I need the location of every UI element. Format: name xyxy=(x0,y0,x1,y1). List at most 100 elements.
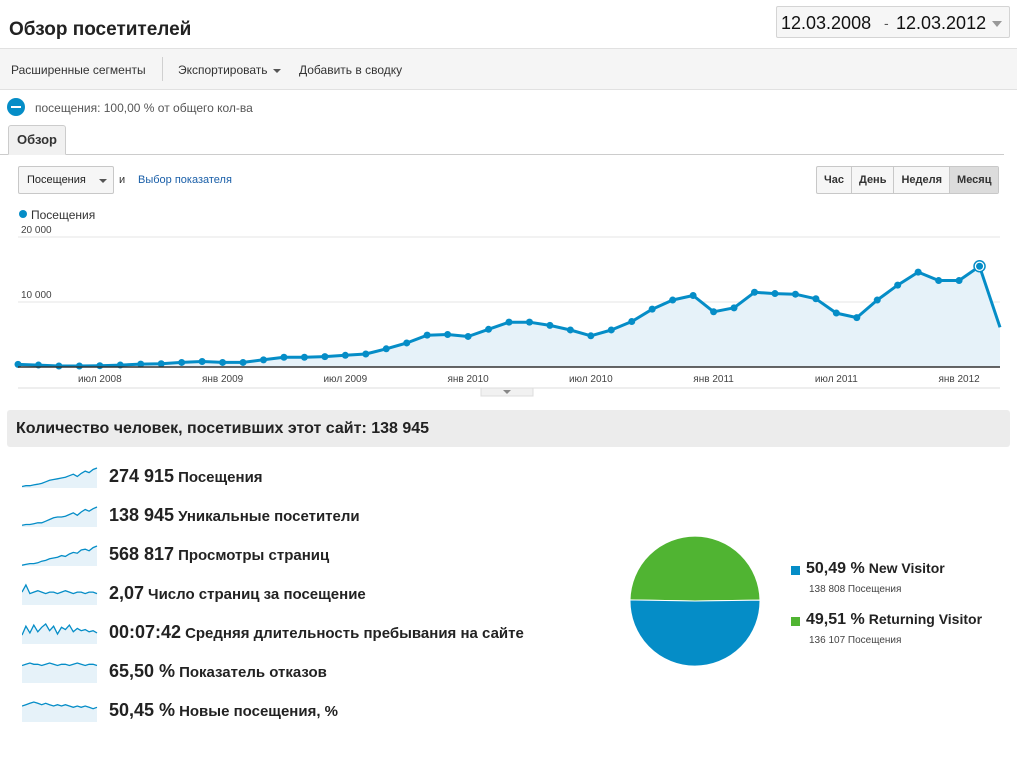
sparkline[interactable] xyxy=(22,466,98,490)
data-point[interactable] xyxy=(403,339,411,347)
pie-slice-returning[interactable] xyxy=(629,535,761,602)
data-point[interactable] xyxy=(648,305,656,313)
sparkline[interactable] xyxy=(22,544,98,568)
data-point[interactable] xyxy=(321,353,329,361)
pie-slice-new[interactable] xyxy=(629,599,761,667)
visits-chart[interactable]: 20 000 10 000 июл 2008 янв 2009 июл 2009 янв … xyxy=(0,222,1017,402)
page-title: Обзор посетителей xyxy=(9,19,192,40)
add-to-dashboard-button[interactable]: Добавить в сводку xyxy=(299,63,403,77)
sparkline[interactable] xyxy=(22,661,98,685)
data-point[interactable] xyxy=(771,290,779,298)
pick-metric-link[interactable]: Выбор показателя xyxy=(138,174,232,186)
legend-series-label: Посещения xyxy=(31,208,96,222)
date-range-picker[interactable]: 12.03.2008 - 12.03.2012 xyxy=(776,6,1010,38)
sparkline-area xyxy=(22,468,97,488)
data-point[interactable] xyxy=(710,308,718,316)
metric-value: 00:07:42 Средняя длительность пребывания … xyxy=(109,622,524,642)
data-point[interactable] xyxy=(853,314,861,322)
data-point[interactable] xyxy=(362,350,370,358)
data-point[interactable] xyxy=(464,332,472,340)
x-tick-label: июл 2010 xyxy=(569,374,613,385)
data-point[interactable] xyxy=(628,318,636,325)
x-tick-label: янв 2012 xyxy=(938,374,980,385)
metric-value: 2,07 Число страниц за посещение xyxy=(109,583,366,603)
data-point[interactable] xyxy=(178,358,186,366)
data-point[interactable] xyxy=(14,360,22,368)
data-point[interactable] xyxy=(914,268,922,276)
chart-legend: Посещения xyxy=(19,208,95,222)
date-separator: - xyxy=(884,15,889,31)
data-point[interactable] xyxy=(485,325,493,333)
sparkline[interactable] xyxy=(22,505,98,529)
data-point[interactable] xyxy=(137,360,145,368)
metric-name: Посещения xyxy=(178,469,263,486)
period-selector: Час День Неделя Месяц xyxy=(816,166,1000,194)
data-point[interactable] xyxy=(894,281,902,289)
sparkline-line xyxy=(22,583,98,595)
data-point[interactable] xyxy=(423,331,431,339)
data-point[interactable] xyxy=(832,309,840,317)
date-start: 12.03.2008 xyxy=(781,13,872,33)
period-hour-button[interactable]: Час xyxy=(817,167,852,193)
metric-row: 274 915 Посещения xyxy=(22,466,602,490)
export-button[interactable]: Экспортировать xyxy=(178,63,281,77)
data-point[interactable] xyxy=(260,356,267,364)
data-point[interactable] xyxy=(812,295,820,303)
chevron-down-icon[interactable] xyxy=(992,21,1002,27)
sparkline-area xyxy=(22,663,97,683)
data-point[interactable] xyxy=(689,292,697,299)
data-point[interactable] xyxy=(730,304,738,312)
data-point[interactable] xyxy=(607,326,615,334)
sparkline-line xyxy=(22,623,98,636)
tab-overview[interactable]: Обзор xyxy=(8,125,66,155)
data-point[interactable] xyxy=(300,353,308,361)
metric-name: Новые посещения, % xyxy=(179,703,339,720)
metric-select[interactable]: Посещения xyxy=(18,166,114,194)
visitor-type-pie-chart[interactable] xyxy=(628,534,762,668)
period-day-button[interactable]: День xyxy=(852,167,895,193)
data-point[interactable] xyxy=(587,332,595,340)
metric-value: 568 817 Просмотры страниц xyxy=(109,544,330,564)
data-point[interactable] xyxy=(239,358,247,366)
summary-header: Количество человек, посетивших этот сайт… xyxy=(7,410,1010,447)
data-point[interactable] xyxy=(96,362,104,370)
returning-visitor-visits: 136 107 Посещения xyxy=(809,635,902,646)
returning-visitor-pct: 49,51 % Returning Visitor xyxy=(806,611,983,628)
sparkline[interactable] xyxy=(22,700,98,724)
data-point[interactable] xyxy=(280,353,288,361)
returning-visitor-swatch-icon xyxy=(791,617,800,626)
data-point[interactable] xyxy=(444,331,452,338)
data-point[interactable] xyxy=(219,358,227,366)
y-tick-label: 20 000 xyxy=(21,225,52,236)
data-point[interactable] xyxy=(791,290,799,298)
data-point[interactable] xyxy=(873,296,881,304)
advanced-segments-button[interactable]: Расширенные сегменты xyxy=(11,63,146,77)
period-month-button[interactable]: Месяц xyxy=(950,167,999,193)
sparkline[interactable] xyxy=(22,583,98,607)
data-point[interactable] xyxy=(55,362,63,370)
metric-value: 138 945 Уникальные посетители xyxy=(109,505,360,525)
data-point[interactable] xyxy=(157,360,165,368)
data-point[interactable] xyxy=(751,288,758,296)
data-point[interactable] xyxy=(505,318,513,326)
data-point[interactable] xyxy=(341,351,349,359)
data-point[interactable] xyxy=(566,326,574,334)
data-point[interactable] xyxy=(955,277,963,285)
metric-row: 138 945 Уникальные посетители xyxy=(22,505,602,529)
data-point[interactable] xyxy=(935,277,943,285)
summary-title: Количество человек, посетивших этот сайт… xyxy=(16,420,430,437)
data-point[interactable] xyxy=(75,362,83,370)
data-point[interactable] xyxy=(669,296,677,304)
sparkline[interactable] xyxy=(22,622,98,646)
toolbar-divider xyxy=(162,57,163,81)
segment-icon xyxy=(7,98,25,116)
data-point[interactable] xyxy=(198,357,206,365)
data-point[interactable] xyxy=(546,321,554,329)
toolbar: Расширенные сегменты Экспортировать Доба… xyxy=(0,48,1017,90)
metric-value: 50,45 % Новые посещения, % xyxy=(109,700,339,720)
data-point[interactable] xyxy=(525,318,533,326)
data-point[interactable] xyxy=(382,345,390,353)
period-week-button[interactable]: Неделя xyxy=(894,167,951,193)
sparkline-area xyxy=(22,585,97,605)
returning-visitor-label: Returning Visitor xyxy=(868,611,983,627)
